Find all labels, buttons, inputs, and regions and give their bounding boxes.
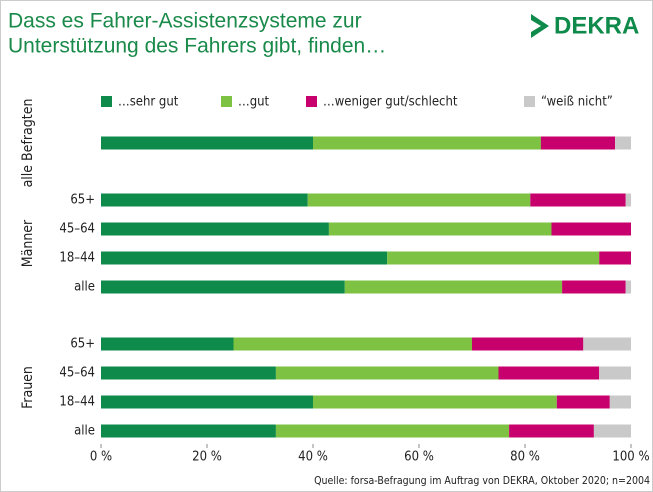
bar-segment (599, 251, 631, 265)
bar-segment (509, 424, 594, 438)
bar-segment (625, 193, 631, 207)
bar-segment (313, 395, 557, 409)
legend-label: …sehr gut (118, 95, 179, 110)
legend-label: …gut (238, 95, 270, 110)
x-tick-label: 40 % (298, 450, 328, 465)
x-tick-label: 20 % (192, 450, 222, 465)
logo-mark (531, 14, 549, 38)
bar-segment (101, 337, 234, 351)
bar-segment (101, 251, 388, 265)
bar-segment (609, 395, 631, 409)
group-label: Männer (20, 219, 36, 267)
bar-segment (101, 395, 313, 409)
logo: DEKRA (554, 12, 639, 39)
bar-segment (540, 136, 616, 150)
legend-label: …weniger gut/schlecht (323, 95, 458, 110)
y-tick-label: 18–44 (59, 251, 95, 266)
y-tick-label: 18–44 (59, 395, 95, 410)
bar-segment (551, 222, 631, 236)
legend-label: “weiß nicht” (541, 95, 613, 110)
legend-swatch (524, 96, 535, 107)
bar-segment (583, 337, 631, 351)
bar-segment (101, 280, 345, 294)
bar-segment (275, 424, 510, 438)
y-tick-label: 65+ (70, 337, 95, 352)
x-tick-label: 60 % (404, 450, 434, 465)
bar-segment (599, 366, 631, 380)
bar-segment (615, 136, 631, 150)
legend-swatch (306, 96, 317, 107)
bar-segment (101, 366, 276, 380)
bar-segment (275, 366, 499, 380)
source: Quelle: forsa-Befragung im Auftrag von D… (314, 475, 650, 487)
chart-title: Dass es Fahrer-Assistenzsysteme zur (8, 10, 362, 33)
bar-segment (101, 136, 313, 150)
bar-segment (101, 193, 308, 207)
y-tick-label: 45–64 (59, 366, 95, 381)
y-tick-label: 65+ (70, 193, 95, 208)
bar-segment (593, 424, 631, 438)
bar-segment (307, 193, 531, 207)
bar-segment (101, 424, 276, 438)
x-tick-label: 0 % (90, 450, 112, 465)
bar-segment (562, 280, 626, 294)
bar-segment (556, 395, 610, 409)
bar-segment (313, 136, 541, 150)
bar-segment (498, 366, 600, 380)
bar-segment (387, 251, 600, 265)
bar-segment (472, 337, 584, 351)
bar-segment (530, 193, 626, 207)
group-label: alle Befragten (20, 99, 36, 188)
chart-title: Unterstützung des Fahrers gibt, finden… (8, 35, 386, 58)
bar-segment (101, 222, 329, 236)
bar-segment (625, 280, 631, 294)
bar-segment (328, 222, 552, 236)
group-label: Frauen (20, 366, 36, 409)
bar-segment (233, 337, 472, 351)
bar-segment (344, 280, 563, 294)
x-tick-label: 80 % (510, 450, 540, 465)
x-tick-label: 100 % (612, 450, 649, 465)
y-tick-label: 45–64 (59, 222, 95, 237)
y-tick-label: alle (74, 280, 95, 295)
legend-swatch (221, 96, 232, 107)
legend-swatch (101, 96, 112, 107)
y-tick-label: alle (74, 424, 95, 439)
